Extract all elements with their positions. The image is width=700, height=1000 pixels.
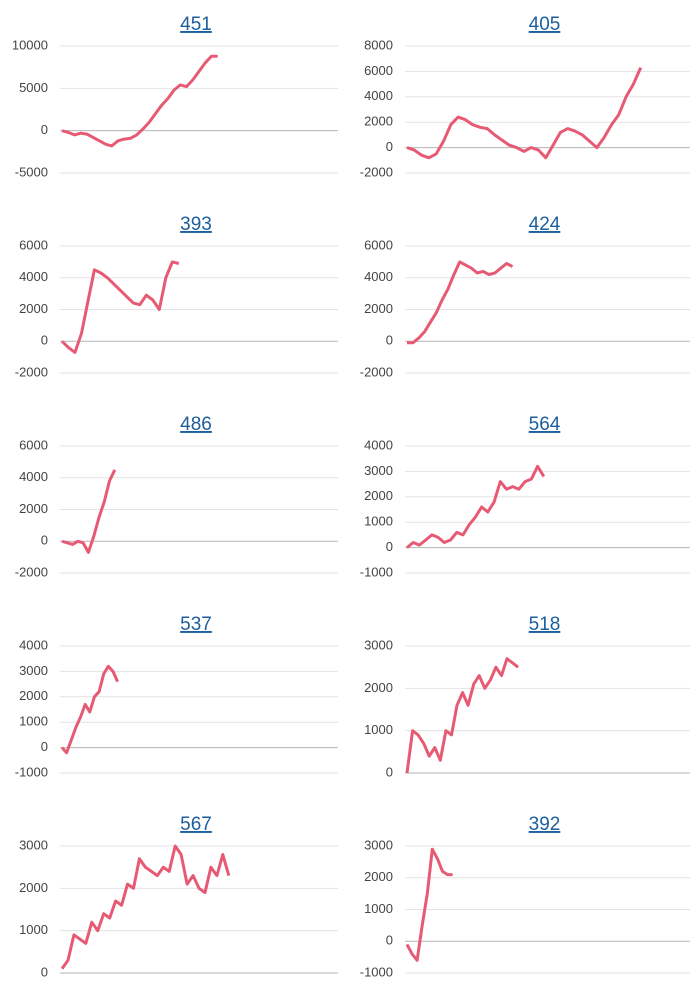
y-tick-label: 1000 [19,714,48,729]
y-tick-label: 2000 [364,301,393,316]
y-tick-label: 3000 [19,663,48,678]
y-tick-label: 0 [41,533,48,548]
y-tick-label: -2000 [360,364,393,379]
y-tick-label: 1000 [364,901,393,916]
y-tick-label: 0 [41,739,48,754]
y-tick-label: -2000 [15,564,48,579]
y-tick-label: 0 [41,122,48,137]
y-tick-label: 2000 [19,688,48,703]
y-tick-label: 5000 [19,80,48,95]
y-tick-label: 3000 [19,837,48,852]
y-tick-label: 4000 [364,269,393,284]
data-line [406,464,546,549]
data-line [407,260,514,345]
y-tick-label: 1000 [364,514,393,529]
y-tick-label: 0 [386,539,393,554]
y-tick-label: 0 [386,333,393,348]
data-line [405,657,520,774]
chart-title[interactable]: 405 [529,14,561,35]
data-line [60,664,119,755]
y-tick-label: 0 [41,964,48,979]
y-tick-label: 6000 [364,63,393,78]
y-tick-label: -1000 [360,964,393,979]
data-line [60,844,231,970]
y-tick-label: -5000 [15,164,48,179]
chart-title[interactable]: 537 [180,614,212,635]
y-tick-label: 2000 [364,488,393,503]
y-tick-label: 0 [386,764,393,779]
chart-title[interactable]: 451 [180,14,212,35]
chart-title[interactable]: 486 [180,414,212,435]
y-tick-label: -2000 [360,164,393,179]
chart-title[interactable]: 564 [529,414,561,435]
y-tick-label: 6000 [19,237,48,252]
y-tick-label: 2000 [19,301,48,316]
y-tick-label: 4000 [364,88,393,103]
y-tick-label: -1000 [15,764,48,779]
y-tick-label: 3000 [364,637,393,652]
y-tick-label: 4000 [364,437,393,452]
y-tick-label: 0 [386,933,393,948]
y-tick-label: 1000 [364,722,393,737]
y-tick-label: 0 [41,333,48,348]
chart-title[interactable]: 567 [180,814,212,835]
y-tick-label: 6000 [364,237,393,252]
y-tick-label: 8000 [364,37,393,52]
y-tick-label: -2000 [15,364,48,379]
y-tick-label: 0 [386,139,393,154]
y-tick-label: 3000 [364,837,393,852]
y-tick-label: 2000 [364,114,393,129]
y-tick-label: 1000 [19,922,48,937]
y-tick-label: -1000 [360,564,393,579]
data-line [60,260,180,354]
data-line [406,66,643,160]
y-tick-label: 10000 [12,37,48,52]
y-tick-label: 3000 [364,463,393,478]
y-tick-label: 4000 [19,269,48,284]
chart-title[interactable]: 518 [529,614,561,635]
y-tick-label: 2000 [19,880,48,895]
data-line [405,847,453,962]
chart-title[interactable]: 392 [529,814,561,835]
y-tick-label: 4000 [19,469,48,484]
y-tick-label: 2000 [364,680,393,695]
y-tick-label: 4000 [19,637,48,652]
chart-title[interactable]: 393 [180,214,212,235]
chart-title[interactable]: 424 [529,214,561,235]
y-tick-label: 2000 [364,869,393,884]
data-line [61,469,117,554]
y-tick-label: 2000 [19,501,48,516]
y-tick-label: 6000 [19,437,48,452]
data-line [61,54,218,148]
